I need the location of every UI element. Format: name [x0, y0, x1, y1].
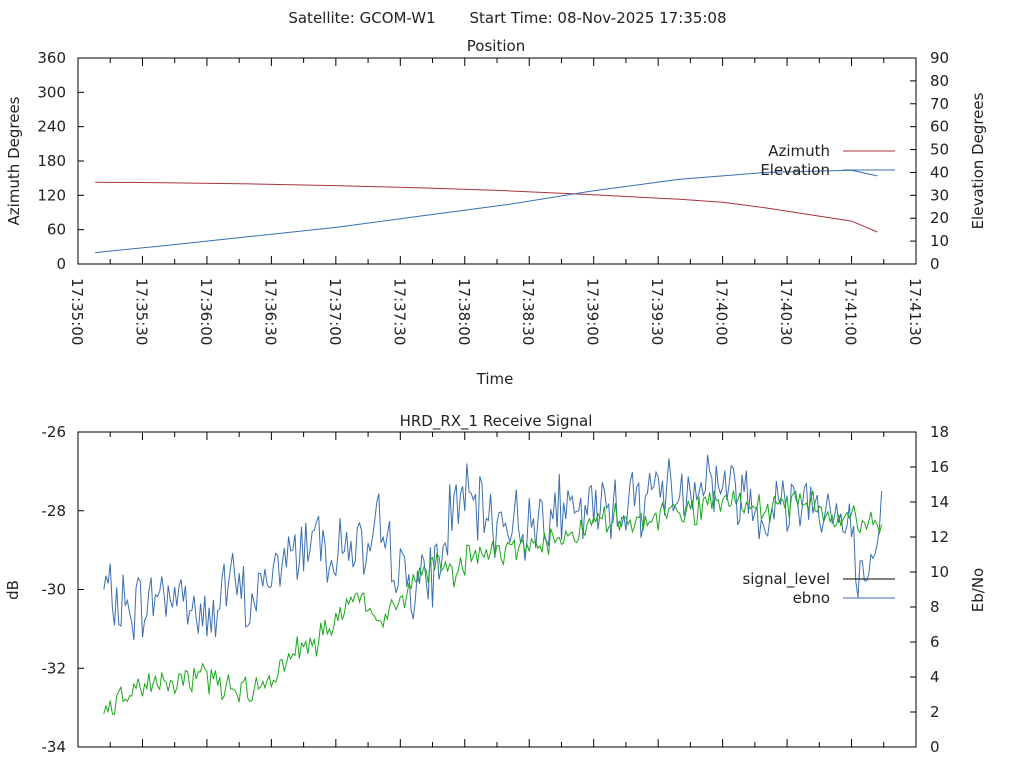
signal-title: HRD_RX_1 Receive Signal — [400, 412, 593, 431]
position-xlabel: Time — [476, 370, 514, 388]
signal-y2tick-label: 16 — [930, 458, 949, 476]
signal-y2tick-label: 0 — [930, 738, 940, 756]
position-ytick-label: 180 — [37, 152, 66, 170]
receive-signal-chart: HRD_RX_1 Receive Signal dB Eb/No -34 -32 -… — [4, 412, 987, 756]
signal-ylabel: dB — [4, 580, 22, 600]
position-xtick-label: 17:36:00 — [197, 278, 215, 345]
signal-y2tick-label: 10 — [930, 563, 949, 581]
position-ytick-label: 120 — [37, 186, 66, 204]
position-y2tick-label: 90 — [930, 49, 949, 67]
position-y2tick-label: 60 — [930, 118, 949, 136]
signal-y2tick-label: 2 — [930, 703, 940, 721]
series-azimuth-line — [95, 181, 878, 233]
signal-ytick-label: -30 — [42, 581, 67, 599]
legend-ebno-label: ebno — [793, 589, 830, 607]
signal-y2tick-label: 18 — [930, 423, 949, 441]
position-xtick-label: 17:36:30 — [261, 278, 279, 345]
position-title: Position — [467, 37, 525, 55]
position-y2tick-label: 20 — [930, 209, 949, 227]
legend-azimuth-label: Azimuth — [768, 142, 830, 160]
series-elevation-line — [95, 169, 878, 254]
position-y2tick-label: 0 — [930, 255, 940, 273]
legend-signal_level-label: signal_level — [742, 570, 830, 589]
signal-y2tick-label: 6 — [930, 633, 940, 651]
position-y2tick-label: 30 — [930, 186, 949, 204]
position-ytick-label: 300 — [37, 83, 66, 101]
position-y2label: Elevation Degrees — [969, 92, 987, 229]
legend-elevation-label: Elevation — [760, 161, 830, 179]
position-xtick-label: 17:40:00 — [713, 278, 731, 345]
signal-y2tick-label: 12 — [930, 528, 949, 546]
position-ytick-label: 0 — [56, 255, 66, 273]
position-xtick-label: 17:40:30 — [777, 278, 795, 345]
position-y2tick-label: 10 — [930, 232, 949, 250]
position-ytick-label: 60 — [47, 221, 66, 239]
signal-plot-frame — [77, 431, 917, 748]
position-xtick-label: 17:35:30 — [132, 278, 150, 345]
signal-y2tick-label: 4 — [930, 668, 940, 686]
position-xtick-label: 17:37:30 — [390, 278, 408, 345]
position-ytick-label: 360 — [37, 49, 66, 67]
signal-ytick-label: -32 — [42, 659, 67, 677]
satellite-label: Satellite: GCOM-W1 — [288, 9, 435, 27]
position-y2tick-label: 50 — [930, 141, 949, 159]
position-y2tick-label: 70 — [930, 95, 949, 113]
signal-ytick-label: -26 — [42, 423, 67, 441]
signal-ytick-label: -28 — [42, 502, 67, 520]
position-y2tick-label: 40 — [930, 163, 949, 181]
position-xtick-label: 17:39:00 — [584, 278, 602, 345]
signal-y2label: Eb/No — [969, 568, 987, 612]
position-xtick-label: 17:38:00 — [455, 278, 473, 345]
start-time-label: Start Time: 08-Nov-2025 17:35:08 — [469, 9, 726, 27]
position-xtick-label: 17:38:30 — [519, 278, 537, 345]
signal-ytick-label: -34 — [42, 738, 67, 756]
position-ylabel: Azimuth Degrees — [5, 96, 23, 225]
position-xtick-label: 17:41:30 — [906, 278, 924, 345]
position-xtick-label: 17:35:00 — [68, 278, 86, 345]
series-green-line — [103, 490, 883, 715]
series-ebno-line — [103, 454, 883, 641]
position-y2tick-label: 80 — [930, 72, 949, 90]
position-xtick-label: 17:39:30 — [648, 278, 666, 345]
position-xtick-label: 17:37:00 — [326, 278, 344, 345]
signal-y2tick-label: 8 — [930, 598, 940, 616]
position-chart: Position Azimuth Degrees Elevation Degre… — [5, 37, 987, 388]
position-ytick-label: 240 — [37, 118, 66, 136]
signal-y2tick-label: 14 — [930, 493, 949, 511]
position-xtick-label: 17:41:00 — [842, 278, 860, 345]
